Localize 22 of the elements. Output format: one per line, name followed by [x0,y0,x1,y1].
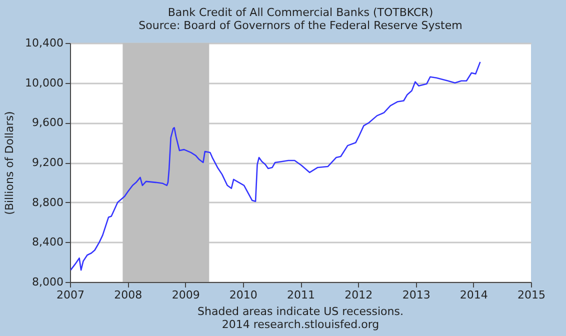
x-tick-label: 2015 [518,288,546,302]
x-tick-label: 2008 [114,288,142,302]
y-tick-label: 10,400 [25,36,64,50]
x-tick-label: 2007 [56,288,84,302]
x-tick-label: 2009 [172,288,200,302]
x-tick-label: 2011 [287,288,315,302]
y-tick-label: 9,200 [32,156,64,169]
y-tick-label: 8,800 [32,196,64,209]
line-series [70,61,481,271]
y-axis-title: (Billions of Dollars) [3,111,16,215]
y-tick-label: 10,000 [25,76,64,90]
y-tick-label: 8,400 [32,236,64,249]
text: 2014 research.stlouisfed.org [220,318,380,331]
chart-subtitle: Source: Board of Governors of the Federal Reserve System [138,19,462,32]
text: Shaded areas indicate US recessions. [196,305,404,318]
x-tick-label: 2013 [402,288,430,302]
chart-title: Bank Credit of All Commercial Banks (TOTBKCR) [168,6,434,19]
y-tick-label: 8,000 [32,276,64,288]
x-tick-label: 2010 [229,288,258,302]
x-tick-label: 2014 [460,288,488,302]
x-tick-label: 2012 [344,288,373,302]
y-tick-label: 9,600 [32,116,64,130]
